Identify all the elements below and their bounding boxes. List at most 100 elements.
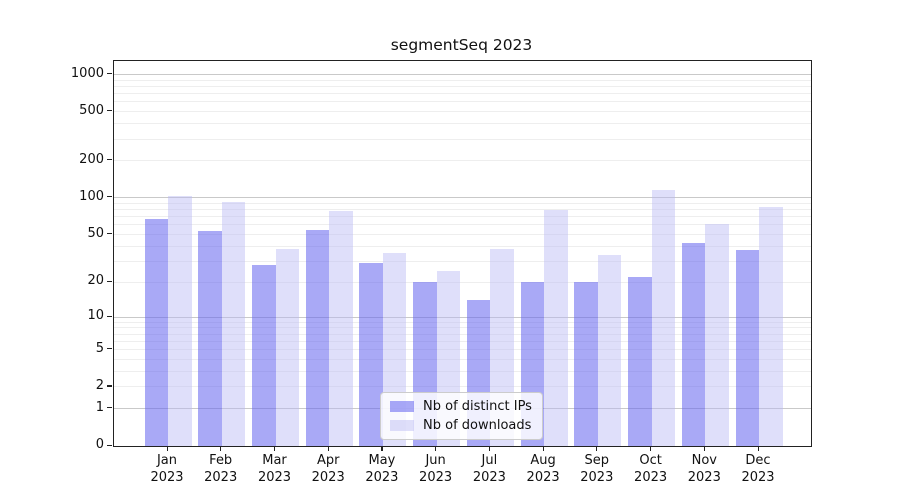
legend: Nb of distinct IPs Nb of downloads [380, 392, 543, 440]
x-tick-label: Jan 2023 [150, 453, 184, 485]
chart-title: segmentSeq 2023 [390, 36, 533, 54]
y-tick-label: 1 [95, 399, 104, 415]
minor-gridline [114, 371, 811, 372]
x-tick-label: Aug 2023 [526, 453, 560, 485]
y-tick-label: 0 [95, 437, 104, 452]
x-tick [757, 446, 759, 451]
x-tick-label: Sep 2023 [580, 453, 614, 485]
minor-gridline [114, 79, 811, 81]
bar [275, 249, 299, 446]
bar [681, 242, 706, 446]
minor-gridline [114, 86, 811, 87]
minor-gridline [114, 111, 811, 113]
bar [544, 209, 568, 446]
minor-gridline [114, 209, 811, 211]
x-tick-label: Feb 2023 [204, 453, 238, 485]
bar [329, 211, 353, 446]
x-tick-label: Dec 2023 [741, 453, 775, 485]
major-gridline [114, 74, 811, 75]
y-tick [107, 159, 112, 161]
y-tick-label: 10 [87, 308, 104, 324]
y-tick [107, 315, 112, 317]
x-tick-label: Apr 2023 [311, 453, 345, 485]
legend-label-downloads: Nb of downloads [423, 418, 532, 433]
x-tick-label: Nov 2023 [687, 453, 721, 485]
x-tick [488, 446, 491, 451]
bar [359, 263, 383, 446]
x-tick [327, 446, 329, 451]
minor-gridline [114, 202, 811, 204]
y-tick-label: 5 [95, 340, 104, 356]
bar [597, 254, 622, 446]
minor-gridline [114, 260, 811, 262]
y-tick [107, 110, 112, 112]
y-tick-label: 500 [79, 102, 104, 118]
x-tick [166, 446, 168, 451]
bar [221, 201, 246, 446]
y-tick-label: 100 [79, 188, 104, 204]
minor-gridline [114, 216, 811, 218]
x-tick-label: Jul 2023 [472, 453, 506, 485]
bar [651, 190, 676, 446]
y-tick [107, 233, 112, 235]
plot-area: Nb of distinct IPs Nb of downloads [113, 60, 812, 447]
y-tick [107, 196, 112, 198]
x-tick-label: May 2023 [365, 453, 399, 485]
minor-gridline [114, 224, 811, 226]
y-tick-label: 200 [79, 151, 104, 167]
y-tick-label: 1000 [70, 65, 104, 81]
y-tick-label: 2 [95, 377, 104, 393]
bar [305, 229, 330, 446]
y-tick [107, 444, 112, 446]
minor-gridline [114, 101, 811, 103]
y-tick [107, 73, 112, 75]
x-tick [596, 446, 598, 451]
y-tick [107, 407, 112, 409]
x-tick [220, 446, 222, 451]
bar [705, 224, 729, 446]
major-gridline [114, 197, 811, 199]
major-gridline [114, 316, 811, 318]
minor-gridline [114, 93, 811, 95]
minor-gridline [114, 349, 811, 351]
legend-entry-downloads: Nb of downloads [390, 418, 532, 433]
x-tick [650, 446, 652, 451]
minor-gridline [114, 333, 811, 335]
bar [144, 219, 168, 446]
y-tick [107, 280, 112, 282]
x-tick [274, 446, 276, 451]
x-tick [435, 446, 437, 451]
bar [759, 206, 783, 446]
minor-gridline [114, 138, 811, 140]
x-tick [381, 446, 383, 451]
minor-gridline [114, 123, 811, 125]
y-tick-label: 20 [87, 273, 104, 289]
bar [198, 230, 222, 446]
x-tick [703, 446, 705, 451]
y-tick [107, 385, 112, 387]
minor-gridline [114, 160, 811, 162]
legend-swatch-distinct-ips-icon [390, 401, 414, 412]
bar [735, 250, 759, 446]
minor-gridline [114, 327, 811, 329]
x-tick-label: Oct 2023 [634, 453, 668, 485]
minor-gridline [114, 340, 811, 342]
legend-entry-distinct-ips: Nb of distinct IPs [390, 399, 532, 414]
minor-gridline [114, 234, 811, 236]
bar [252, 264, 276, 446]
bar [574, 282, 598, 446]
minor-gridline [114, 359, 811, 360]
y-tick-label: 50 [87, 225, 104, 241]
minor-gridline [114, 245, 811, 247]
bar [168, 195, 192, 446]
x-tick-label: Mar 2023 [257, 453, 292, 485]
x-tick [542, 446, 544, 451]
y-tick [107, 348, 112, 350]
minor-gridline [114, 386, 811, 388]
minor-gridline [114, 321, 811, 323]
legend-swatch-downloads-icon [390, 420, 414, 431]
legend-label-distinct-ips: Nb of distinct IPs [423, 399, 532, 414]
minor-gridline [114, 281, 811, 283]
x-tick-label: Jun 2023 [419, 453, 453, 485]
